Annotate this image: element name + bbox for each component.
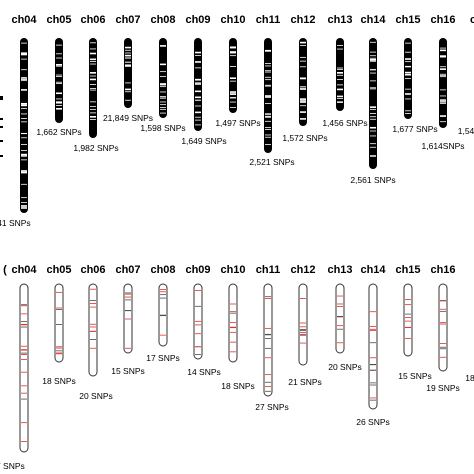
bottom-chromosome-bar	[335, 283, 345, 354]
top-chromosome-bar	[194, 38, 202, 131]
bottom-snp-count-label: 27 SNPs	[255, 402, 289, 412]
bottom-chromosome-bar	[158, 283, 168, 347]
top-chromosome-name: ch12	[290, 14, 316, 26]
bottom-chromosome-name: ch11	[255, 264, 281, 276]
top-chromosome-bar	[439, 38, 447, 128]
bottom-chromosome-bar	[54, 283, 64, 363]
top-chromosome-name: ch15	[395, 14, 421, 26]
bottom-chromosome-bar	[403, 283, 413, 357]
bottom-snp-count-label: 17 SNPs	[146, 353, 180, 363]
bottom-chromosome-name: ch05	[46, 264, 72, 276]
top-snp-count-label: 1,614SNPs	[421, 141, 465, 151]
bottom-clipped-header-left: (	[3, 264, 7, 276]
top-chromosome-bar	[159, 38, 167, 118]
top-chromosome-bar	[229, 38, 237, 113]
bottom-chromosome-bar	[88, 283, 98, 377]
top-snp-count-label: 1,662 SNPs	[36, 127, 82, 137]
top-chromosome-bar	[336, 38, 344, 111]
bottom-chromosome-bar	[368, 283, 378, 410]
top-snp-count-label: 1,598 SNPs	[140, 123, 186, 133]
top-snp-count-label: 1,456 SNPs	[322, 118, 368, 128]
top-snp-count-label: 1,649 SNPs	[181, 136, 227, 146]
bottom-chromosome-bar	[263, 283, 273, 397]
top-chromosome-name: ch10	[220, 14, 246, 26]
top-snp-count-label: 2,561 SNPs	[350, 175, 396, 185]
top-chromosome-bar	[55, 38, 63, 123]
top-snp-count-label: 21,849 SNPs	[102, 113, 154, 123]
top-chromosome-name: ch13	[327, 14, 353, 26]
top-clipped-header: c	[469, 14, 474, 26]
bottom-snp-count-label: 14 SNPs	[187, 367, 221, 377]
top-chromosome-name: ch05	[46, 14, 72, 26]
clipped-chromosome-fragment	[0, 140, 3, 142]
bottom-chromosome-bar	[123, 283, 133, 354]
bottom-chromosome-bar	[438, 283, 448, 372]
top-chromosome-name: ch11	[255, 14, 281, 26]
top-chromosome-bar	[264, 38, 272, 153]
bottom-snp-count-label: 21 SNPs	[288, 377, 322, 387]
bottom-snp-count-label: 15 SNPs	[111, 366, 145, 376]
top-snp-count-label: 1,572 SNPs	[282, 133, 328, 143]
top-snp-count-label: 1,982 SNPs	[73, 143, 119, 153]
bottom-chromosome-name: ch08	[150, 264, 176, 276]
bottom-snp-count-label: 19 SNPs	[426, 383, 460, 393]
top-chromosome-bar	[124, 38, 132, 108]
clipped-chromosome-fragment	[0, 155, 3, 157]
bottom-clipped-snp-label: 18	[465, 373, 474, 383]
bottom-chromosome-name: ch06	[80, 264, 106, 276]
top-snp-count-label: 1,677 SNPs	[392, 124, 438, 134]
top-clipped-snp-label: 1,54	[457, 126, 474, 136]
bottom-chromosome-name: ch15	[395, 264, 421, 276]
top-chromosome-bar	[369, 38, 377, 169]
clipped-chromosome-fragment	[0, 126, 3, 128]
top-chromosome-bar	[89, 38, 97, 138]
top-chromosome-name: ch14	[360, 14, 386, 26]
top-chromosome-bar	[299, 38, 307, 126]
bottom-chromosome-bar	[193, 283, 203, 360]
top-snp-count-label: 2,521 SNPs	[249, 157, 295, 167]
bottom-chromosome-bar	[19, 283, 29, 453]
clipped-chromosome-fragment	[0, 96, 3, 100]
bottom-snp-count-label: 18 SNPs	[42, 376, 76, 386]
bottom-snp-count-label: 20 SNPs	[328, 362, 362, 372]
bottom-chromosome-name: ch14	[360, 264, 386, 276]
clipped-chromosome-fragment	[0, 118, 3, 120]
top-chromosome-bar	[20, 38, 28, 213]
top-chromosome-name: ch08	[150, 14, 176, 26]
top-chromosome-name: ch04	[11, 14, 37, 26]
bottom-chromosome-name: ch13	[327, 264, 353, 276]
bottom-chromosome-name: ch04	[11, 264, 37, 276]
bottom-snp-count-label: 37 SNPs	[0, 461, 25, 471]
top-chromosome-name: ch06	[80, 14, 106, 26]
bottom-snp-count-label: 26 SNPs	[356, 417, 390, 427]
top-chromosome-bar	[404, 38, 412, 119]
top-chromosome-name: ch16	[430, 14, 456, 26]
top-snp-count-label: 1,497 SNPs	[215, 118, 261, 128]
bottom-chromosome-name: ch09	[185, 264, 211, 276]
bottom-chromosome-name: ch12	[290, 264, 316, 276]
top-chromosome-name: ch09	[185, 14, 211, 26]
bottom-chromosome-name: ch07	[115, 264, 141, 276]
bottom-chromosome-bar	[228, 283, 238, 363]
bottom-snp-count-label: 18 SNPs	[221, 381, 255, 391]
top-chromosome-name: ch07	[115, 14, 141, 26]
bottom-snp-count-label: 20 SNPs	[79, 391, 113, 401]
bottom-chromosome-name: ch10	[220, 264, 246, 276]
bottom-chromosome-name: ch16	[430, 264, 456, 276]
bottom-snp-count-label: 15 SNPs	[398, 371, 432, 381]
bottom-chromosome-bar	[298, 283, 308, 366]
top-snp-count-label: 3,741 SNPs	[0, 218, 31, 228]
